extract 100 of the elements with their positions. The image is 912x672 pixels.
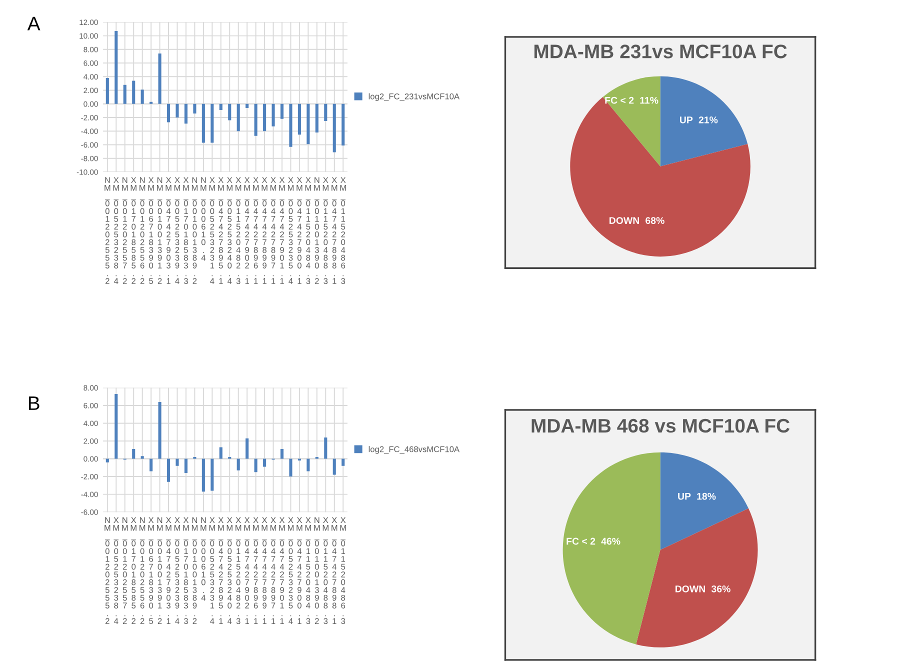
category-label: XM_005253231.4: [209, 517, 215, 624]
data-label: 21%: [698, 116, 718, 124]
slice-label: DOWN: [676, 585, 706, 592]
category-label: XM_047427903.1: [166, 517, 172, 624]
bar: [254, 104, 258, 136]
bar: [315, 104, 318, 133]
category-label: NM_001202557.2: [122, 177, 128, 284]
bar: [324, 437, 328, 459]
bar: [236, 104, 240, 132]
category-label: XM_017018583.3: [183, 177, 189, 284]
category-label: XM_047427898.1: [332, 177, 338, 284]
category-label: XM_047427899.1: [262, 517, 268, 624]
category-label: XM_047427897.1: [270, 517, 276, 624]
bar: [306, 458, 310, 472]
category-label: XM_011520488.3: [322, 177, 328, 284]
bar: [306, 104, 310, 144]
pie-slice: [602, 76, 660, 166]
category-label: XM_006718390.5: [148, 517, 154, 624]
category-label: NM_001202555.2: [104, 517, 110, 624]
bar: [140, 90, 144, 104]
bar: [150, 458, 153, 472]
bar: [219, 104, 222, 110]
pie-slice: [660, 76, 748, 166]
bar: [254, 458, 258, 472]
category-label: XM_011520482.3: [236, 177, 242, 284]
category-label: XM_047427902.1: [244, 517, 250, 624]
category-label: XM_047427900.1: [296, 517, 302, 624]
bar: [123, 84, 126, 104]
bar: [202, 104, 205, 143]
bar: [166, 104, 170, 122]
category-label: XM_047427895.1: [218, 177, 224, 284]
bar: [289, 104, 292, 147]
bar: [210, 104, 214, 143]
chart-title: MDA-MB 468 vs MCF10A FC: [532, 418, 790, 433]
category-label: XM_047427896.1: [253, 177, 259, 284]
bar: [332, 458, 336, 475]
bar: [132, 80, 136, 104]
category-label: XM_005253235.4: [288, 517, 294, 624]
data-label: 11%: [640, 96, 658, 104]
bar: [263, 104, 266, 132]
category-label: NM_001202556.2: [140, 177, 146, 284]
bar: [280, 104, 284, 119]
category-label: NM_001001389.2: [192, 177, 198, 284]
bar: [280, 449, 284, 459]
category-label: XM_011520484.3: [305, 517, 311, 624]
bar: [228, 104, 232, 120]
bar: [298, 104, 301, 135]
slice-label: UP: [680, 116, 693, 124]
slice-label: UP: [678, 492, 691, 500]
bar: [114, 31, 118, 104]
category-label: NM_001202557.2: [122, 517, 128, 624]
category-label: NM_001001391.2: [157, 517, 163, 624]
category-label: XM_011520488.3: [322, 517, 328, 624]
slice-label: FC < 2: [566, 538, 596, 545]
bar: [332, 104, 336, 152]
category-label: NM_000610.4: [200, 177, 206, 261]
category-label: XM_011520486.3: [340, 177, 346, 284]
bar: [193, 104, 196, 114]
pie-slice: [660, 452, 749, 550]
bar: [184, 104, 188, 124]
bar: [106, 78, 109, 104]
slice-label: DOWN: [610, 217, 639, 224]
category-label: XM_047427901.1: [279, 177, 285, 284]
category-label: XM_011520486.3: [340, 517, 346, 624]
bar: [272, 104, 275, 126]
legend-label: log2_FC_468vsMCF10A: [368, 446, 460, 454]
category-label: NM_001001390.2: [314, 177, 320, 284]
category-label: XM_047427902.1: [244, 177, 250, 284]
category-label: XM_005253240.4: [226, 517, 232, 624]
category-label: XM_011520484.3: [305, 177, 311, 284]
bar: [184, 458, 188, 473]
category-label: XM_005253235.4: [288, 177, 294, 284]
bar: [106, 458, 109, 462]
bar: [202, 458, 205, 492]
category-label: XM_017018583.3: [183, 517, 189, 624]
data-label: 18%: [697, 492, 716, 500]
category-label: XM_005253238.4: [113, 517, 119, 624]
bar: [158, 54, 162, 104]
category-label: XM_005253231.4: [209, 177, 215, 284]
category-label: XM_005253239.4: [174, 177, 180, 284]
legend-label: log2_FC_231vsMCF10A: [368, 93, 460, 102]
category-label: XM_047427897.1: [270, 177, 276, 284]
category-label: NM_000610.4: [200, 517, 206, 601]
category-label: XM_017018585.2: [130, 517, 136, 624]
bar: [289, 458, 292, 477]
bar: [324, 104, 328, 121]
category-label: XM_005253240.4: [226, 177, 232, 284]
category-label: NM_001001391.2: [157, 177, 163, 284]
bar: [166, 458, 170, 482]
bar: [140, 456, 144, 459]
data-label: 68%: [646, 217, 664, 224]
category-label: XM_047427896.1: [253, 517, 259, 624]
category-label: NM_001202555.2: [104, 177, 110, 284]
bar: [219, 447, 222, 459]
bar: [176, 458, 179, 466]
category-label: XM_047427901.1: [279, 517, 285, 624]
bar: [132, 449, 136, 459]
category-label: NM_001001390.2: [314, 517, 320, 624]
category-label: XM_005253239.4: [174, 517, 180, 624]
category-label: XM_047427895.1: [218, 517, 224, 624]
